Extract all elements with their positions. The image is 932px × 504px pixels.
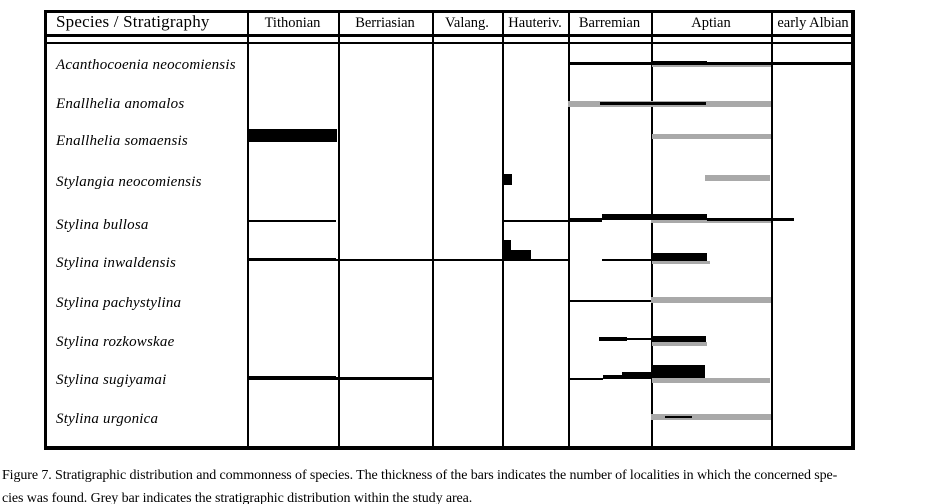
range-bar-black [568, 217, 602, 222]
range-bar-black [502, 219, 568, 222]
range-bar-black [602, 213, 707, 220]
range-bar-black [602, 258, 651, 261]
column-divider [432, 10, 434, 450]
range-bar-black [247, 220, 336, 222]
range-bar-black [502, 174, 512, 185]
table-frame [44, 10, 855, 450]
range-bar-grey [652, 133, 771, 139]
header-separator-thin [44, 42, 855, 44]
species-label: Stylina pachystylina [56, 295, 182, 311]
species-label: Stylina urgonica [56, 411, 159, 427]
range-bar-black [247, 375, 336, 380]
species-label: Enallhelia anomalos [56, 96, 185, 112]
header-separator-thick [44, 33, 855, 37]
range-bar-black [665, 415, 692, 418]
range-bar-black [568, 62, 855, 65]
column-divider [651, 10, 653, 450]
range-bar-black [652, 253, 707, 261]
column-header: early Albian [777, 15, 849, 31]
range-bar-black [627, 338, 652, 340]
range-bar-black [652, 365, 705, 378]
species-label: Stylina inwaldensis [56, 255, 177, 271]
column-header: Hauteriv. [508, 15, 562, 31]
caption-line-1: Figure 7. Stratigraphic distribution and… [2, 468, 838, 483]
figure-caption: Figure 7. Stratigraphic distribution and… [2, 465, 932, 504]
range-bar-grey [652, 377, 770, 383]
range-bar-black [247, 257, 336, 261]
column-header: Berriasian [355, 15, 415, 31]
column-divider [568, 10, 570, 450]
range-bar-black [600, 102, 706, 105]
column-divider [247, 10, 249, 450]
range-bar-black [336, 376, 434, 380]
column-header: Valang. [445, 15, 489, 31]
range-bar-grey [651, 218, 771, 223]
range-bar-black [603, 375, 622, 379]
column-divider [502, 10, 504, 450]
species-label: Enallhelia somaensis [56, 133, 188, 149]
range-bar-grey [651, 414, 771, 420]
range-bar-grey [651, 297, 771, 303]
range-bar-black [599, 337, 627, 341]
chart-title: Species / Stratigraphy [56, 12, 210, 31]
column-header: Aptian [691, 15, 731, 31]
range-bar-grey [652, 341, 707, 346]
range-bar-grey [652, 260, 710, 264]
column-divider [338, 10, 340, 450]
range-bar-black [502, 240, 511, 261]
range-bar-black [622, 372, 652, 379]
range-bar-black [707, 218, 794, 221]
range-bar-grey [705, 175, 770, 181]
range-bar-black [247, 129, 337, 142]
caption-line-2: cies was found. Grey bar indicates the s… [2, 490, 473, 504]
species-label: Stylina sugiyamai [56, 372, 167, 388]
range-bar-black [652, 61, 707, 64]
column-header: Tithonian [264, 15, 321, 31]
range-bar-black [511, 250, 531, 261]
species-label: Stylina bullosa [56, 217, 149, 233]
species-label: Stylangia neocomiensis [56, 174, 202, 190]
column-header: Barremian [578, 15, 641, 31]
species-label: Acanthocoenia neocomiensis [56, 57, 236, 73]
species-label: Stylina rozkowskae [56, 334, 175, 350]
range-bar-black [568, 299, 651, 302]
column-divider [771, 10, 773, 450]
range-bar-black [652, 336, 706, 342]
range-bar-black [568, 378, 603, 380]
range-bar-black [336, 258, 568, 261]
